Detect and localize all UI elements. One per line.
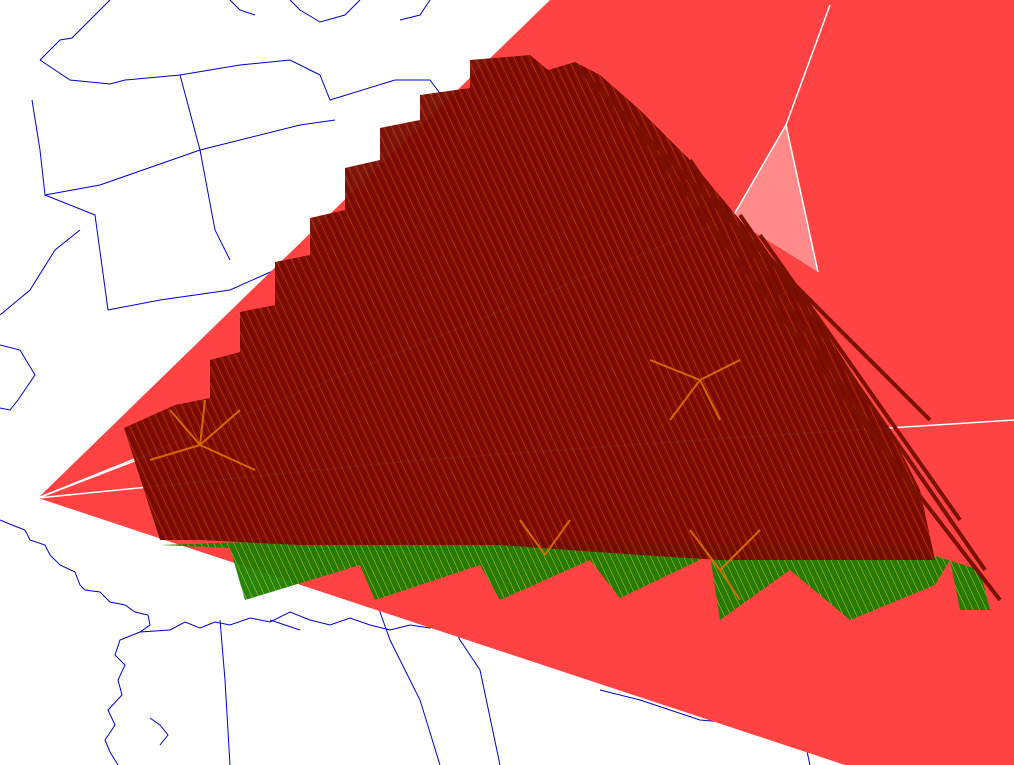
flight-track-grid xyxy=(124,55,935,560)
airport-hubs xyxy=(149,359,761,601)
highlight-triangle xyxy=(732,125,818,272)
track-streaks xyxy=(573,63,1002,602)
